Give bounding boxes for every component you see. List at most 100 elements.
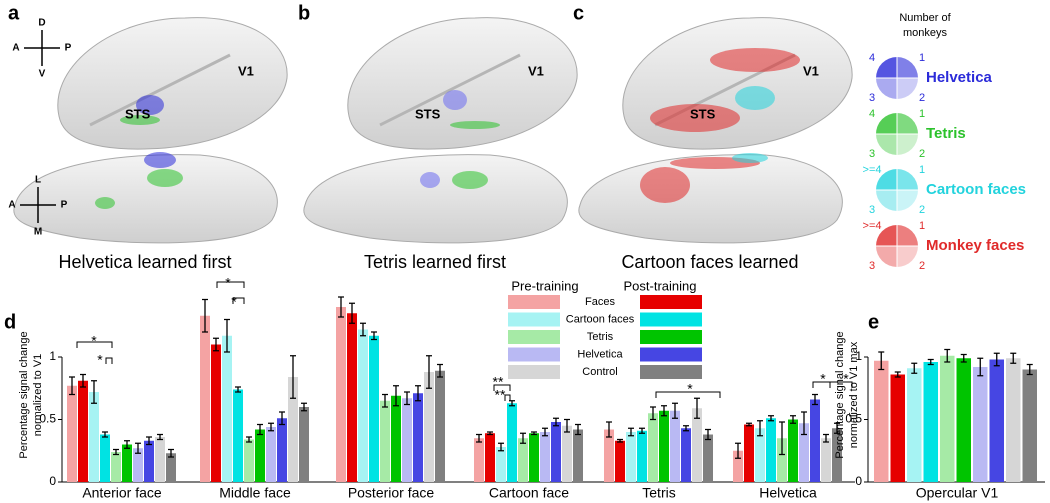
y-tick-label: 0 bbox=[855, 474, 862, 488]
legend-swatch bbox=[508, 330, 560, 344]
count-quadrant bbox=[897, 225, 918, 246]
error-bar bbox=[628, 427, 634, 437]
v1-label: V1 bbox=[803, 63, 819, 78]
bar bbox=[155, 437, 165, 482]
bar bbox=[496, 447, 506, 482]
error-bar bbox=[235, 386, 241, 393]
v1-label: V1 bbox=[528, 63, 544, 78]
count-label: 2 bbox=[919, 204, 925, 216]
error-bar bbox=[672, 402, 678, 419]
error-bar bbox=[393, 385, 399, 407]
error-bar bbox=[437, 363, 443, 378]
count-label: >=4 bbox=[863, 164, 882, 176]
y-axis-label: normalized to V1 max bbox=[848, 341, 860, 448]
bar bbox=[380, 400, 390, 482]
bar bbox=[358, 329, 368, 482]
y-axis-label: Percentage signal change bbox=[18, 331, 30, 458]
error-bar bbox=[683, 425, 689, 432]
sig-bracket bbox=[655, 391, 721, 398]
error-bar bbox=[878, 351, 885, 371]
error-bar bbox=[575, 423, 581, 436]
bar bbox=[222, 335, 232, 482]
error-bar bbox=[168, 448, 174, 458]
error-bar bbox=[812, 393, 818, 406]
bar bbox=[1022, 369, 1037, 482]
bar bbox=[604, 429, 614, 482]
orient-label: A bbox=[12, 43, 19, 54]
error-bar bbox=[661, 405, 667, 417]
error-bar bbox=[157, 433, 163, 441]
activation-blob bbox=[640, 167, 690, 203]
sig-bracket bbox=[105, 357, 113, 364]
count-quadrant bbox=[876, 57, 897, 78]
error-bar bbox=[1026, 363, 1033, 376]
error-bar bbox=[564, 418, 570, 433]
legend-swatch bbox=[640, 312, 702, 327]
bar bbox=[989, 359, 1004, 482]
panel-letter: c bbox=[573, 2, 584, 24]
bar bbox=[122, 444, 132, 482]
bar bbox=[529, 433, 539, 482]
count-quadrant bbox=[897, 246, 918, 267]
bar bbox=[766, 418, 776, 482]
error-bar bbox=[834, 422, 840, 434]
legend-swatch bbox=[640, 365, 702, 379]
panel-letter: e bbox=[868, 311, 879, 333]
legend-name: Monkey faces bbox=[926, 237, 1024, 254]
error-bar bbox=[757, 420, 763, 437]
bar bbox=[703, 434, 713, 482]
legend-name: Helvetica bbox=[926, 69, 993, 86]
activation-blob bbox=[147, 169, 183, 187]
bar bbox=[518, 438, 528, 482]
bar bbox=[799, 423, 809, 482]
error-bar bbox=[102, 431, 108, 438]
brain-panel: c STS V1 Cartoon faces learned bbox=[573, 2, 853, 272]
count-quadrant bbox=[897, 169, 918, 190]
error-bar bbox=[213, 337, 219, 352]
count-quadrant bbox=[876, 190, 897, 211]
category-label: Tetris bbox=[642, 485, 675, 501]
activation-blob bbox=[710, 48, 800, 72]
error-bar bbox=[746, 422, 752, 427]
y-tick-label: 0.5 bbox=[39, 412, 56, 426]
count-label: 3 bbox=[869, 148, 875, 160]
count-label: 2 bbox=[919, 148, 925, 160]
bar bbox=[485, 433, 495, 482]
bar bbox=[233, 389, 243, 482]
legend-swatch bbox=[508, 295, 560, 309]
orient-label: L bbox=[35, 175, 41, 186]
bar bbox=[670, 410, 680, 482]
count-quadrant bbox=[876, 78, 897, 99]
activation-blob bbox=[443, 90, 467, 110]
bar bbox=[288, 377, 298, 482]
error-bar bbox=[476, 433, 482, 443]
bar bbox=[336, 307, 346, 482]
sig-star: ** bbox=[493, 374, 504, 390]
error-bar bbox=[993, 352, 1000, 367]
brain-panel: b STS V1 Tetris learned first bbox=[298, 2, 578, 272]
error-bar bbox=[124, 440, 130, 449]
error-bar bbox=[246, 436, 252, 443]
bar bbox=[200, 315, 210, 482]
count-label: 4 bbox=[869, 52, 875, 64]
error-bar bbox=[202, 298, 208, 333]
bar bbox=[211, 344, 221, 482]
error-bar bbox=[224, 318, 230, 353]
bar bbox=[923, 362, 938, 482]
error-bar bbox=[498, 442, 504, 452]
sig-bracket bbox=[829, 381, 853, 388]
error-bar bbox=[542, 427, 548, 437]
count-label: 1 bbox=[919, 52, 925, 64]
ventral-brain bbox=[13, 154, 278, 244]
y-tick-label: 0.5 bbox=[845, 412, 862, 426]
sts-label: STS bbox=[690, 106, 716, 121]
bar bbox=[777, 438, 787, 482]
brain-panel: a STS V1 Helvetica learned first bbox=[8, 2, 288, 272]
count-label: 3 bbox=[869, 204, 875, 216]
error-bar bbox=[977, 357, 984, 377]
count-quadrant bbox=[897, 113, 918, 134]
category-label: Middle face bbox=[219, 485, 291, 501]
bar bbox=[956, 358, 971, 482]
bar bbox=[89, 392, 99, 482]
bar bbox=[100, 434, 110, 482]
